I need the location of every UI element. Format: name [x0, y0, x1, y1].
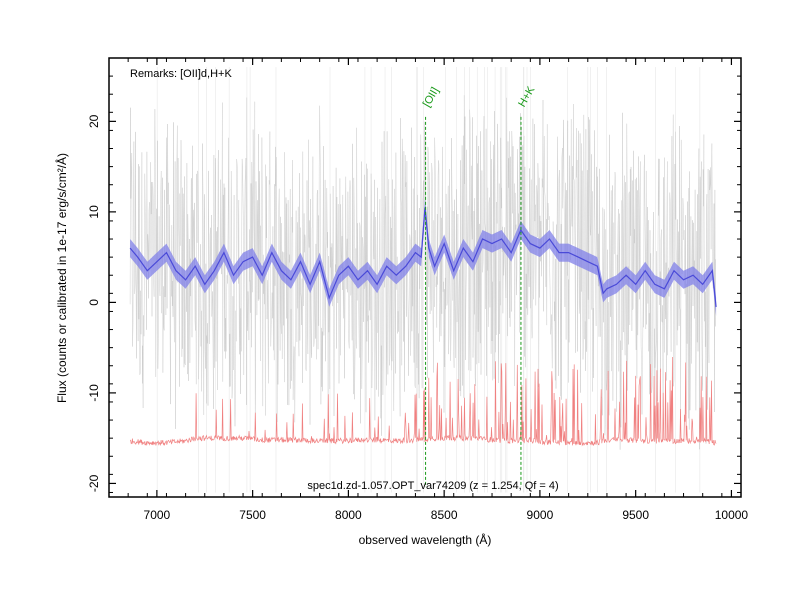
axis-ticks: 7000 7500 8000 8500 9000 9500 10000 -20 -10 0 10 20: [87, 58, 748, 522]
x-tick-label: 8500: [431, 508, 458, 522]
x-tick-label: 10000: [715, 508, 749, 522]
error-spectrum: [130, 356, 717, 447]
y-tick-label: 20: [87, 114, 101, 128]
y-tick-label: -10: [87, 384, 101, 402]
y-tick-label: -20: [87, 474, 101, 492]
y-tick-label: 0: [87, 299, 101, 306]
smoothed-spectrum: [129, 207, 717, 307]
y-axis-title: Flux (counts or calibrated in 1e-17 erg/…: [54, 153, 69, 403]
smoothed-spectrum-line: [129, 207, 717, 307]
x-tick-label: 7000: [144, 508, 171, 522]
line-marker-label-1: H+K: [516, 84, 538, 109]
x-tick-label: 9500: [622, 508, 649, 522]
x-tick-label: 8000: [335, 508, 362, 522]
remarks-text: Remarks: [OII]d,H+K: [130, 68, 232, 80]
raw-spectrum-line: [129, 95, 716, 450]
x-tick-label: 7500: [239, 508, 266, 522]
y-tick-label: 10: [87, 205, 101, 219]
plot-frame: [108, 57, 742, 498]
spectrum-id-label: spec1d.zd-1.057.OPT_var74209 (z = 1.254,…: [307, 480, 558, 492]
x-axis-title: observed wavelength (Å): [359, 532, 492, 547]
uncertainty-band: [130, 198, 717, 316]
x-tick-label: 9000: [527, 508, 554, 522]
error-spectrum-line: [130, 356, 717, 447]
uncertainty-band-fill: [130, 198, 717, 316]
